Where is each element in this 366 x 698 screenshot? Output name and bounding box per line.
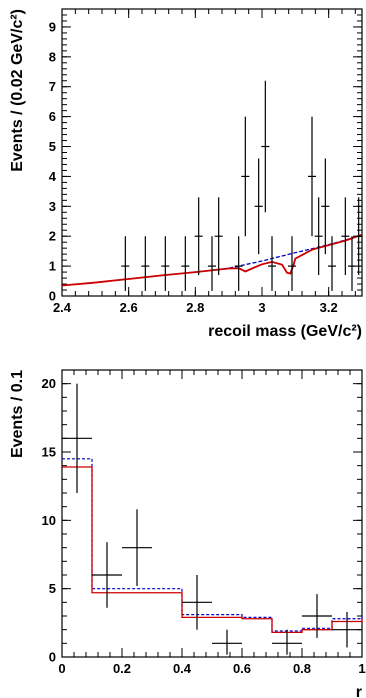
y-tick-label: 4: [49, 169, 57, 184]
y-tick-label: 1: [49, 259, 56, 274]
total-fit-curve: [61, 233, 363, 287]
x-tick-label: 3: [258, 300, 265, 315]
x-axis-title: r: [356, 684, 362, 698]
y-tick-label: 0: [49, 289, 56, 304]
recoil-mass-panel: 0 1 2 3 4 5 6 7 8 9 2.4 2.6 2.8 3 3.2 recoil mass (GeV/…: [9, 8, 363, 340]
y-axis-title: Events / 0.1: [9, 370, 26, 458]
y-tick-label: 10: [42, 513, 56, 528]
x-axis-title: recoil mass (GeV/c²): [208, 323, 362, 340]
y-tick-label: 3: [49, 199, 56, 214]
x-tick-label: 2.6: [120, 300, 138, 315]
y-tick-label: 7: [49, 79, 56, 94]
x-tick-label: 0.6: [233, 661, 251, 676]
y-tick-label: 2: [49, 229, 56, 244]
y-axis-title: Events / (0.02 GeV/c²): [9, 9, 26, 172]
x-tick-label: 0: [58, 661, 65, 676]
x-tick-label: 0.4: [173, 661, 192, 676]
y-tick-label: 8: [49, 49, 56, 64]
r-distribution-panel: 0 5 10 15 20 0 0.2 0.4 0.6 0.8 1 r Events / 0.1: [9, 369, 366, 698]
y-tick-label: 20: [42, 376, 56, 391]
y-tick-label: 5: [49, 581, 56, 596]
y-tick-label: 15: [42, 445, 56, 460]
y-tick-label: 0: [49, 650, 56, 665]
total-fit-histogram: [62, 466, 363, 634]
x-tick-label: 3.2: [320, 300, 338, 315]
x-tick-label: 0.8: [293, 661, 311, 676]
y-tick-label: 5: [49, 139, 56, 154]
x-tick-label: 2.4: [53, 300, 72, 315]
x-tick-label: 1: [358, 661, 365, 676]
x-tick-label: 0.2: [113, 661, 131, 676]
y-tick-label: 6: [49, 109, 56, 124]
y-tick-label: 9: [49, 19, 56, 34]
x-tick-label: 2.8: [186, 300, 204, 315]
plot-frame: [61, 369, 363, 658]
